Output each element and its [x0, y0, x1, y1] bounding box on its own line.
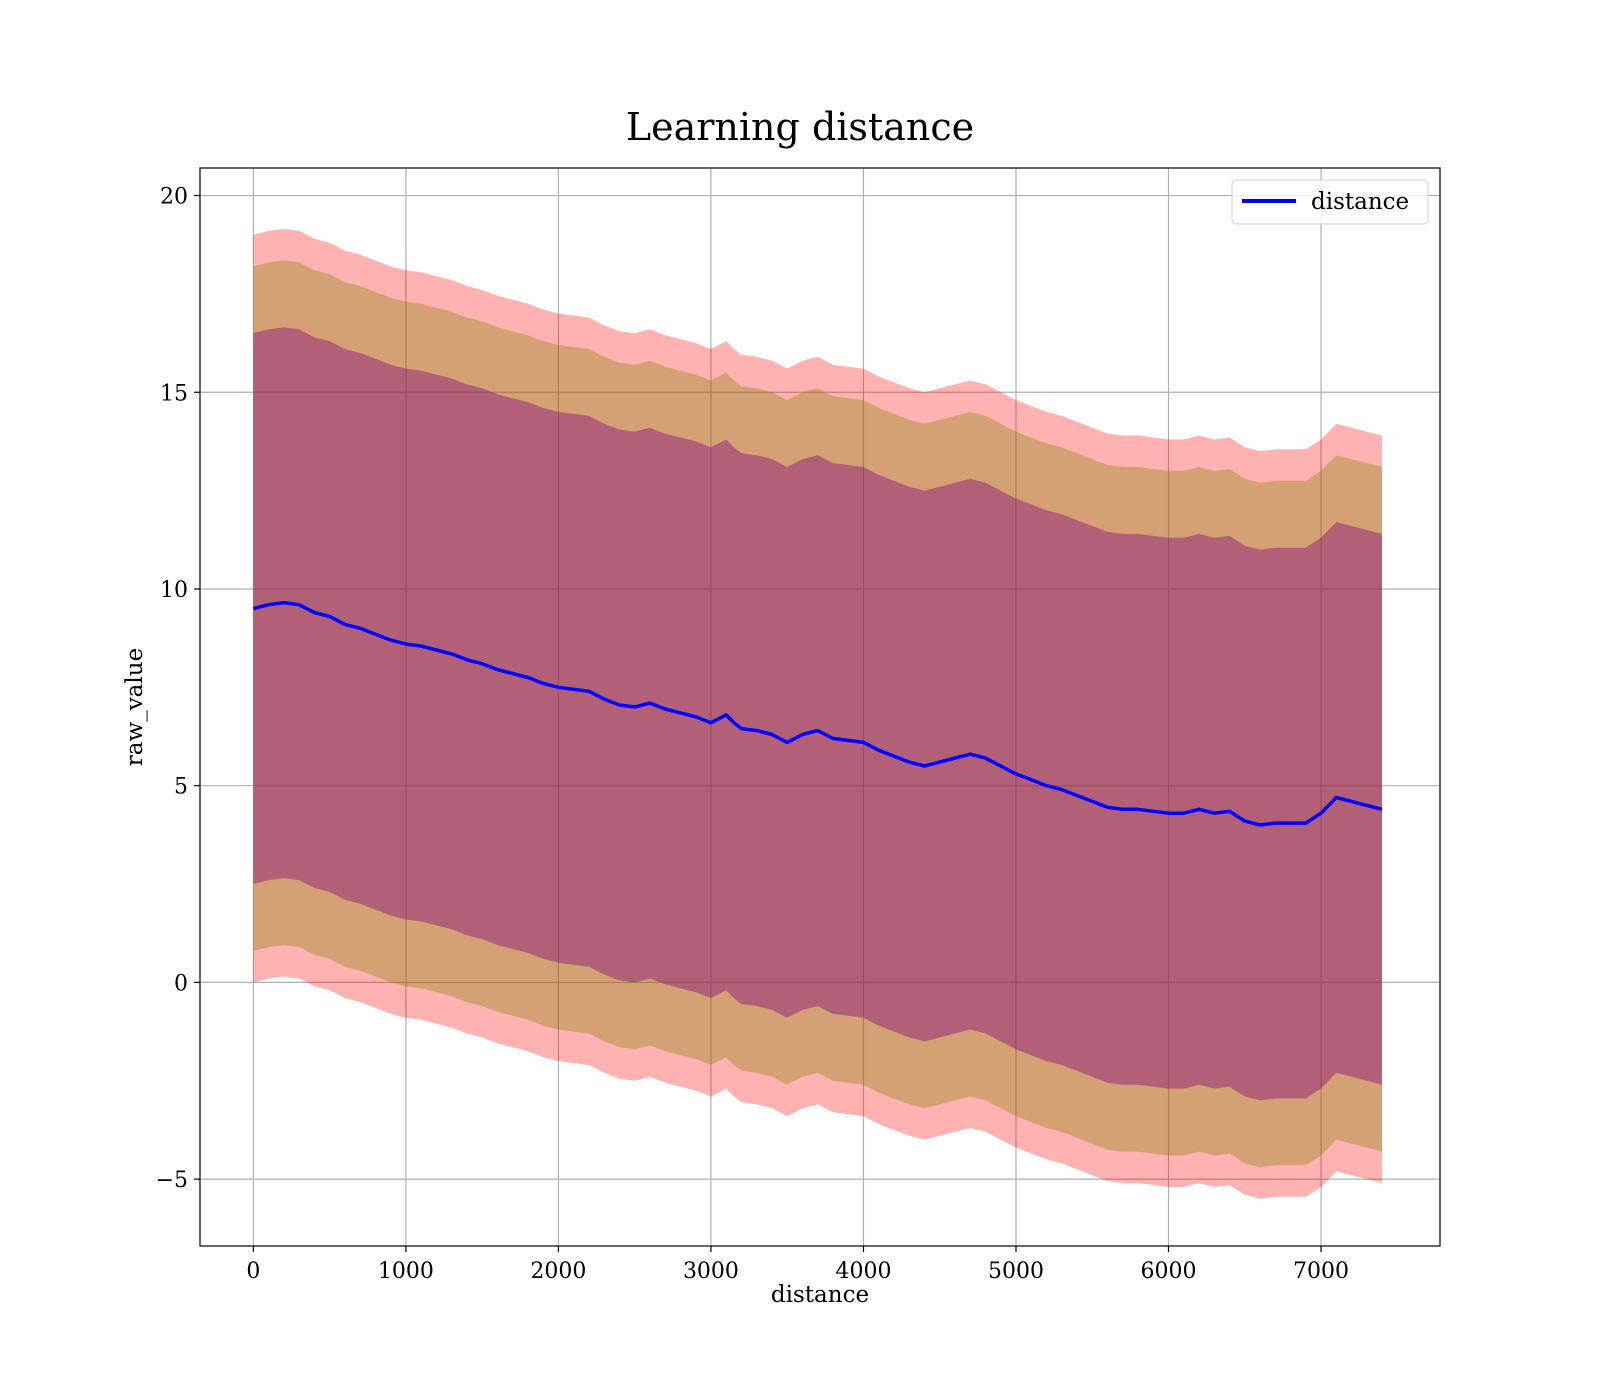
- legend-entry-distance: distance: [1311, 189, 1409, 215]
- y-axis-label: raw_value: [122, 648, 148, 766]
- x-tick-label: 5000: [988, 1259, 1044, 1284]
- x-tick-label: 2000: [530, 1259, 586, 1284]
- y-tick-label: 10: [160, 578, 188, 603]
- x-axis-label: distance: [771, 1282, 869, 1308]
- x-tick-label: 7000: [1293, 1259, 1349, 1284]
- y-axis-ticks: −5 0 5 10 15 20: [156, 185, 200, 1193]
- series-line-distance: [252, 600, 1383, 827]
- y-tick-label: 0: [174, 971, 188, 996]
- band-middle: [253, 260, 1382, 1168]
- band-inner: [253, 327, 1382, 1101]
- legend: distance: [1231, 179, 1429, 225]
- x-tick-label: 3000: [683, 1259, 739, 1284]
- legend-box: [1231, 179, 1429, 225]
- x-axis-ticks: 0 1000 2000 3000 4000 5000 6000 7000: [246, 1246, 1349, 1284]
- y-tick-label: 15: [160, 381, 188, 406]
- chart-title: Learning distance: [626, 105, 974, 149]
- y-tick-label: 5: [174, 775, 188, 800]
- y-tick-label: 20: [160, 185, 188, 210]
- plot-frame: [199, 167, 1441, 1247]
- series-lines: [252, 600, 1383, 827]
- x-tick-label: 4000: [835, 1259, 891, 1284]
- band-outer: [253, 229, 1382, 1199]
- uncertainty-bands: [253, 229, 1382, 1199]
- x-tick-label: 0: [246, 1259, 260, 1284]
- y-tick-label: −5: [156, 1168, 188, 1193]
- x-tick-label: 1000: [378, 1259, 434, 1284]
- x-tick-label: 6000: [1141, 1259, 1197, 1284]
